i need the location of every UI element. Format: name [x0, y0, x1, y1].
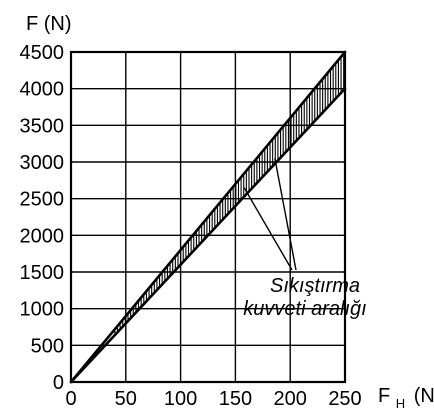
y-tick-label: 500	[31, 335, 64, 357]
x-tick-labels: 0 50 100 150 200 250	[65, 388, 361, 410]
y-tick-label: 2000	[20, 225, 65, 247]
y-tick-label: 3500	[20, 115, 65, 137]
y-tick-label: 3000	[20, 152, 65, 174]
x-tick-label: 200	[274, 388, 307, 410]
x-tick-label: 250	[328, 388, 361, 410]
annotation-line-1: Sıkıştırma	[270, 275, 360, 297]
y-tick-label: 4000	[20, 79, 65, 101]
plot-frame	[69, 50, 347, 384]
x-tick-label: 100	[164, 388, 197, 410]
series-line-2	[69, 87, 347, 384]
y-tick-label: 1500	[20, 262, 65, 284]
y-axis-label: F (N)	[26, 13, 72, 35]
annotation-leader	[243, 187, 293, 271]
y-tick-label: 4500	[20, 42, 65, 64]
annotation-leader	[274, 158, 297, 271]
x-axis-label-unit: (N)	[414, 385, 434, 407]
x-axis-label-main: F	[378, 385, 390, 407]
x-axis-label-subscript: H	[396, 396, 405, 411]
annotation-line-2: kuvveti aralığı	[243, 298, 366, 320]
y-tick-label: 2500	[20, 189, 65, 211]
x-tick-label: 50	[115, 388, 137, 410]
series-line-1	[69, 50, 347, 384]
series-lines	[69, 50, 347, 384]
x-tick-label: 150	[219, 388, 252, 410]
y-tick-labels: 0 500 1000 1500 2000 2500 3000 3500 4000 4500	[20, 42, 65, 394]
y-tick-label: 1000	[20, 299, 65, 321]
y-tick-label: 0	[53, 372, 64, 394]
x-axis-label: F H (N)	[378, 385, 434, 413]
axes-frame	[69, 50, 347, 384]
x-tick-label: 0	[65, 388, 76, 410]
